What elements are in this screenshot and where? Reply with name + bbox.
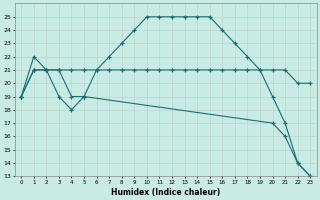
X-axis label: Humidex (Indice chaleur): Humidex (Indice chaleur) [111,188,220,197]
